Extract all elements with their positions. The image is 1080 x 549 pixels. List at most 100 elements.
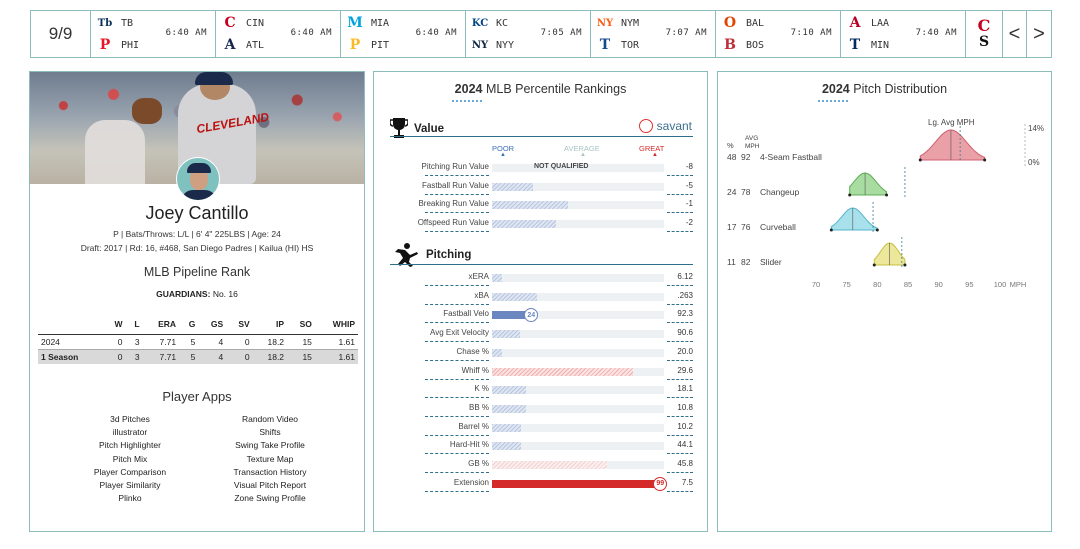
percentile-row[interactable]: Fastball Velo 24 92.3: [374, 307, 707, 324]
percentile-row[interactable]: Barrel % 10.2: [374, 420, 707, 436]
pipeline-team: GUARDIANS:: [156, 289, 211, 299]
metric-value-underline: [667, 175, 693, 176]
scoreboard-next-button[interactable]: >: [1033, 22, 1045, 45]
player-app-link[interactable]: Zone Swing Profile: [234, 493, 306, 504]
player-app-link[interactable]: Plinko: [118, 493, 142, 504]
avatar-shirt: [181, 190, 217, 200]
player-name: Joey Cantillo: [145, 203, 249, 223]
percentile-row[interactable]: xBA .263: [374, 289, 707, 305]
metric-track: [492, 404, 664, 413]
team-abbr: MIA: [371, 17, 390, 29]
percentile-row[interactable]: Hard-Hit % 44.1: [374, 438, 707, 455]
player-app-link[interactable]: Pitch Highlighter: [99, 440, 161, 451]
player-app-link[interactable]: Shifts: [259, 427, 281, 438]
metric-fill-bar: [492, 330, 520, 339]
stats-header-cell[interactable]: G: [179, 315, 199, 335]
savant-ball-icon: [638, 119, 653, 133]
away-team-row: A LAA: [847, 13, 890, 33]
stats-header-cell[interactable]: IP: [252, 315, 288, 335]
percentile-badge: 24: [524, 308, 539, 323]
metric-value: -1: [685, 199, 693, 209]
game-card[interactable]: C CIN A ATL 6:40 AM: [216, 11, 342, 57]
game-card[interactable]: A LAA T MIN 7:40 AM: [841, 11, 967, 57]
percentile-title: 2024 MLB Percentile Rankings: [374, 82, 707, 96]
stats-header-cell[interactable]: SO: [287, 315, 315, 335]
metric-value: 44.1: [677, 440, 693, 450]
metric-value-underline: [667, 434, 693, 436]
stats-cell: 1 Season: [38, 349, 105, 364]
pitch-density-curve[interactable]: [830, 207, 878, 231]
savant-link[interactable]: savant: [638, 119, 692, 133]
game-card[interactable]: Tb TB P PHI 6:40 AM: [91, 11, 217, 57]
percentile-row[interactable]: BB % 10.8: [374, 401, 707, 417]
player-app-link[interactable]: illustrator: [112, 427, 148, 438]
scoreboard-date[interactable]: 9/9: [31, 11, 92, 57]
metric-track: [492, 219, 664, 228]
metric-fill-bar: [492, 423, 522, 432]
scale-great-arrow-icon: ▲: [652, 152, 658, 158]
stats-header-cell[interactable]: GS: [198, 315, 227, 335]
stats-header-cell[interactable]: WHIP: [314, 315, 358, 335]
player-app-link[interactable]: Texture Map: [246, 453, 294, 464]
percentile-row[interactable]: Pitching Run Value NOT QUALIFIED -8: [374, 160, 707, 176]
percentile-panel: 2024 MLB Percentile Rankings Value savan…: [373, 71, 708, 532]
metric-fill-bar: [492, 348, 503, 357]
percentile-row[interactable]: xERA 6.12: [374, 270, 707, 286]
percentile-row[interactable]: Breaking Run Value -1: [374, 197, 707, 214]
home-team-row: P PIT: [347, 35, 389, 55]
pitch-density-curve[interactable]: [919, 129, 986, 161]
pd-col-avg: AVG: [745, 135, 758, 142]
player-app-link[interactable]: Transaction History: [233, 466, 307, 477]
percentile-row[interactable]: Fastball Run Value -5: [374, 179, 707, 195]
stats-header-cell[interactable]: SV: [226, 315, 253, 335]
stats-cell: 0: [226, 349, 253, 364]
stats-header-cell[interactable]: L: [125, 315, 143, 335]
metric-label-underline: [425, 341, 489, 343]
player-app-link[interactable]: Pitch Mix: [112, 453, 148, 464]
metric-track: [492, 292, 664, 301]
not-qualified-note: NOT QUALIFIED: [534, 163, 589, 170]
player-app-link[interactable]: Random Video: [241, 414, 299, 424]
metric-value-underline: [667, 359, 693, 361]
game-card[interactable]: NY NYM T TOR 7:07 AM: [591, 11, 717, 57]
pd-x-tick: 80: [873, 280, 881, 289]
stats-header-cell[interactable]: W: [104, 315, 126, 335]
percentile-row[interactable]: K % 18.1: [374, 382, 707, 399]
extra-game-logo[interactable]: C S: [966, 11, 1003, 57]
player-app-link[interactable]: 3d Pitches: [110, 414, 150, 424]
percentile-row[interactable]: GB % 45.8: [374, 457, 707, 473]
percentile-title-text: MLB Percentile Rankings: [485, 82, 627, 96]
team-abbr: CIN: [246, 17, 265, 29]
game-card[interactable]: M MIA P PIT 6:40 AM: [341, 11, 467, 57]
metric-label-underline: [425, 359, 489, 361]
team-logo-icon: T: [599, 37, 611, 53]
metric-label: Fastball Run Value: [422, 180, 489, 190]
game-card[interactable]: KC KC NY NYY 7:05 AM: [466, 11, 592, 57]
player-draft: Draft: 2017 | Rd: 16, #468, San Diego Pa…: [80, 243, 314, 253]
metric-value-underline: [667, 378, 693, 380]
percentile-row[interactable]: Avg Exit Velocity 90.6: [374, 326, 707, 343]
player-app-link[interactable]: Player Similarity: [99, 479, 161, 490]
percentile-row[interactable]: Extension 99 7.5: [374, 476, 707, 492]
stats-cell: 18.2: [252, 349, 288, 364]
percentile-row[interactable]: Whiff % 29.6: [374, 364, 707, 380]
percentile-row[interactable]: Offspeed Run Value -2: [374, 216, 707, 232]
metric-label-underline: [425, 212, 489, 214]
metric-label-underline: [425, 193, 489, 195]
stats-header-cell[interactable]: ERA: [142, 315, 180, 335]
player-app-link[interactable]: Player Comparison: [93, 466, 167, 477]
stats-header-cell[interactable]: [38, 315, 105, 335]
player-app-link[interactable]: Visual Pitch Report: [233, 479, 307, 490]
game-card[interactable]: O BAL B BOS 7:10 AM: [716, 11, 842, 57]
team-abbr: BOS: [746, 39, 765, 51]
scoreboard-prev-button[interactable]: <: [1003, 11, 1028, 57]
team-logo-icon: O: [723, 15, 737, 31]
pitch-density-curve[interactable]: [849, 172, 888, 196]
player-app-link[interactable]: Swing Take Profile: [235, 440, 305, 451]
metric-label: GB %: [468, 459, 489, 468]
percentile-row[interactable]: Chase % 20.0: [374, 345, 707, 361]
metric-label-underline: [425, 322, 489, 324]
metric-value: 7.5: [681, 477, 693, 487]
home-team-row: T MIN: [847, 35, 889, 55]
metric-value-underline: [667, 397, 693, 399]
